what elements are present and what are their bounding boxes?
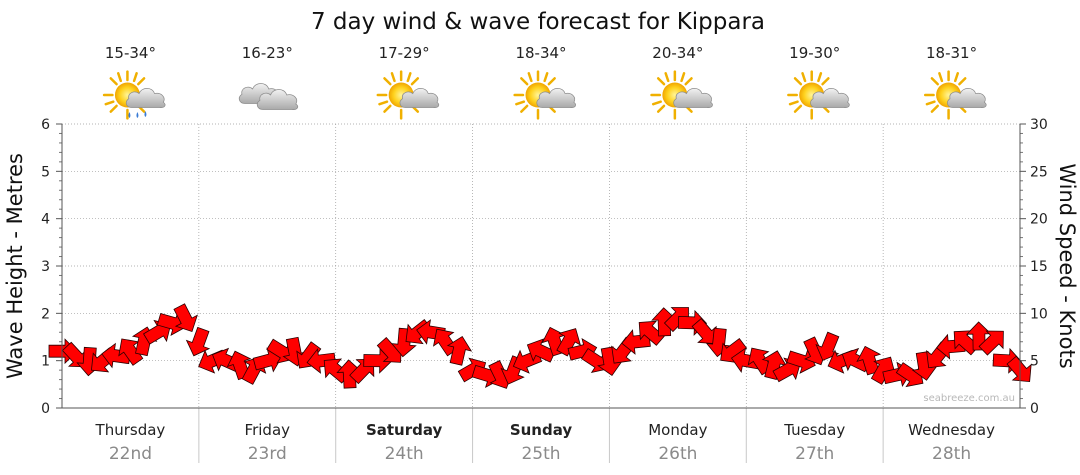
left-tick-label: 4 [41,212,50,228]
day-date: 23rd [248,444,287,464]
right-y-axis: 0 5 10 15 20 25 30 [1020,117,1048,417]
right-tick-label: 0 [1030,401,1039,417]
right-tick-label: 5 [1030,354,1039,370]
right-tick-label: 25 [1030,164,1048,180]
right-tick-label: 20 [1030,212,1048,228]
day-date: 28th [932,444,971,464]
day-date: 24th [385,444,424,464]
wind-arrow [185,326,211,357]
wind-arrow [173,303,198,332]
wind-arrow [1006,355,1032,383]
day-date: 22nd [109,444,152,464]
sun-cloud-icon [650,70,713,120]
wind-arrow [118,338,144,366]
day-temp-range: 18-34° [515,44,566,62]
wind-arrow [870,356,896,385]
day-name: Sunday [510,421,573,439]
day-temp-range: 18-31° [926,44,977,62]
day-temp-range: 16-23° [242,44,293,62]
left-tick-label: 6 [41,117,50,133]
sun-cloud-icon [923,70,987,120]
left-y-axis: 0 1 2 3 4 5 6 [41,117,62,417]
day-columns: 15-34° Thursday 22nd 16-23° Friday 23rd 17-29°… [95,44,996,464]
day-date: 26th [658,444,697,464]
wind-arrow [786,349,816,374]
left-tick-label: 0 [41,401,50,417]
chart-grid [62,123,1020,463]
wind-arrow [556,328,582,357]
left-tick-label: 3 [41,259,50,275]
chart-title: 7 day wind & wave forecast for Kippara [311,9,765,35]
wind-arrow [663,307,689,333]
day-date: 25th [521,444,560,464]
left-axis-title: Wave Height - Metres [3,153,27,379]
wind-arrow [978,330,1004,356]
day-temp-range: 20-34° [652,44,703,62]
wind-arrow [446,336,473,366]
day-date: 27th [795,444,834,464]
wind-arrow [815,331,840,361]
day-name: Friday [245,421,291,439]
right-axis-title: Wind Speed - Knots [1055,163,1079,368]
day-temp-range: 15-34° [105,44,156,62]
cloud-icon [238,83,299,110]
day-temp-range: 19-30° [789,44,840,62]
day-name: Wednesday [908,421,995,439]
day-name: Tuesday [783,421,845,439]
watermark-text: seabreeze.com.au [923,393,1015,404]
left-tick-label: 2 [41,306,50,322]
wind-arrow [363,347,393,374]
sun-cloud-icon [376,70,440,120]
sun-cloud-rain-icon [102,70,166,120]
sun-cloud-icon [513,70,577,120]
day-temp-range: 17-29° [379,44,430,62]
wind-arrow-series [48,303,1032,389]
day-name: Monday [648,421,707,439]
wind-arrow [306,348,337,374]
wind-arrow [61,341,87,368]
day-name: Saturday [366,421,443,439]
sun-cloud-icon [787,70,850,120]
right-tick-label: 30 [1030,117,1048,133]
left-tick-label: 5 [41,164,50,180]
right-tick-label: 10 [1030,306,1048,322]
left-tick-label: 1 [41,354,50,370]
right-tick-label: 15 [1030,259,1048,275]
day-name: Thursday [95,421,166,439]
